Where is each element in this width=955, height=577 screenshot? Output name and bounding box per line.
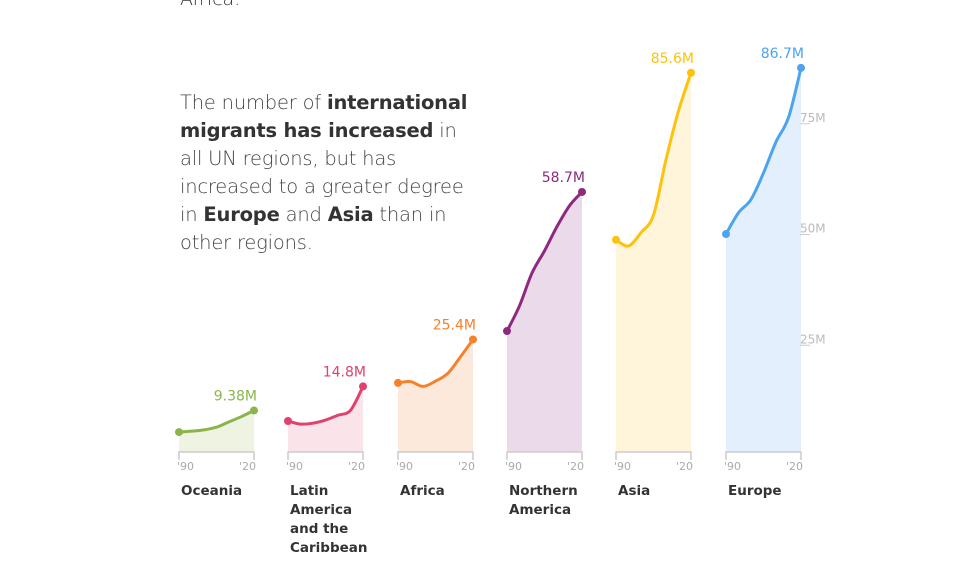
intro-part: in all UN regions, but has increased to … (180, 119, 464, 226)
x-tick-label: '20 (676, 460, 693, 473)
x-tick-label: '90 (286, 460, 303, 473)
intro-bold: international migrants has increased (180, 91, 468, 142)
end-point (469, 335, 477, 344)
x-tick-label: '90 (177, 460, 194, 473)
end-value-label: 86.7M (761, 46, 804, 62)
x-axis (287, 451, 364, 460)
previous-paragraph-fragment: Africa. (180, 0, 240, 10)
series-line-2 (396, 337, 475, 388)
start-point (612, 235, 620, 244)
region-label: Oceania (181, 483, 243, 499)
start-point (503, 327, 511, 336)
y-tick-label: 75M (800, 111, 826, 125)
x-axis (178, 451, 255, 460)
end-point (687, 68, 695, 77)
x-tick-label: '20 (348, 460, 365, 473)
x-tick-label: '20 (567, 460, 584, 473)
intro-bold: Asia (327, 203, 374, 226)
series-line-5 (724, 66, 803, 236)
series-line-4 (614, 71, 693, 248)
intro-bold: Europe (203, 203, 280, 226)
area-3 (507, 191, 582, 453)
y-tick-label: 50M (800, 222, 826, 236)
end-value-label: 85.6M (651, 51, 694, 67)
x-axis (725, 451, 802, 460)
intro-part: and (279, 203, 328, 226)
end-value-label: 14.8M (323, 364, 366, 380)
x-tick-label: '90 (396, 460, 413, 473)
intro-part: The number of (180, 91, 327, 114)
region-label: Europe (728, 483, 782, 499)
x-tick-label: '90 (724, 460, 741, 473)
start-point (722, 230, 730, 239)
end-point (797, 63, 805, 72)
x-tick-label: '90 (505, 460, 522, 473)
region-label: Asia (618, 483, 651, 499)
x-tick-label: '20 (786, 460, 803, 473)
end-point (250, 406, 258, 415)
start-point (284, 416, 292, 425)
area-5 (726, 67, 801, 452)
start-point (394, 378, 402, 387)
y-tick-label: 25M (800, 332, 826, 346)
region-label: Northern America (509, 483, 578, 518)
region-label: Africa (400, 483, 445, 499)
series-line-3 (505, 190, 584, 333)
x-axis (397, 451, 474, 460)
end-point (359, 382, 367, 391)
start-point (175, 428, 183, 437)
x-tick-label: '20 (239, 460, 256, 473)
x-axis (506, 451, 583, 460)
region-label: Latin America and the Caribbean (290, 483, 368, 556)
series-line-0 (177, 408, 256, 434)
end-point (578, 187, 586, 196)
end-value-label: 9.38M (214, 388, 257, 404)
area-1 (288, 386, 363, 452)
intro-text: The number of international migrants has… (180, 89, 480, 257)
series-line-1 (286, 384, 365, 426)
intro-part: than in other regions. (180, 203, 447, 254)
end-value-label: 58.7M (542, 170, 585, 186)
end-value-label: 25.4M (433, 317, 476, 333)
x-tick-label: '20 (458, 460, 475, 473)
area-4 (616, 72, 691, 453)
x-tick-label: '90 (614, 460, 631, 473)
x-axis (615, 451, 692, 460)
